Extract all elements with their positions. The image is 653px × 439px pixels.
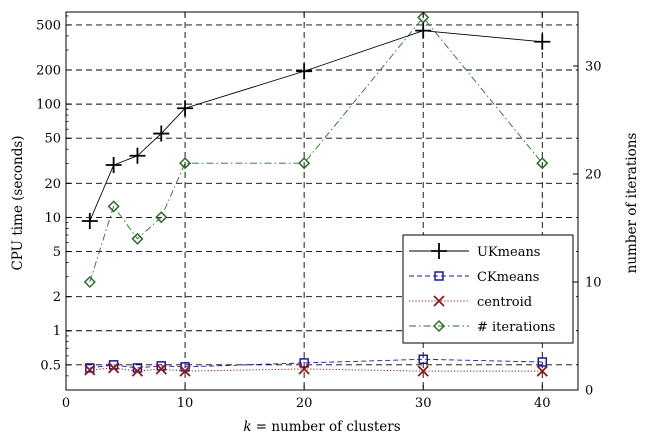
- point-centroid-7: [536, 365, 548, 377]
- y-tick-label: 100: [36, 98, 61, 113]
- point-ukmeans-6: [415, 22, 432, 39]
- point-iterations-5: [298, 157, 311, 170]
- point-iterations-7: [536, 157, 549, 170]
- y2-tick-label: 0: [585, 384, 593, 399]
- series-ukmeans: [81, 22, 551, 230]
- y-tick-label: 0.5: [40, 358, 61, 373]
- point-ukmeans-1: [105, 157, 122, 174]
- y2-tick-label: 20: [585, 168, 602, 183]
- point-centroid-0: [84, 364, 96, 376]
- legend-box: [402, 234, 574, 344]
- plot-frame: [65, 11, 579, 391]
- x-tick-label: 10: [177, 396, 194, 411]
- point-ckmeans-6: [418, 354, 428, 365]
- legend: UKmeans CKmeans centroid # iterations: [402, 234, 574, 344]
- point-iterations-2: [131, 232, 144, 245]
- legend-label-centroid: centroid: [477, 295, 532, 310]
- point-ckmeans-0: [85, 363, 95, 373]
- legend-label-iterations: # iterations: [477, 320, 555, 335]
- y-tick-label: 5: [53, 245, 61, 260]
- y-axis-left-title: CPU time (seconds): [10, 135, 26, 270]
- y-tick-label: 50: [44, 132, 61, 147]
- point-iterations-3: [155, 211, 168, 224]
- x-axis: 0 10 20 30 40: [62, 12, 551, 411]
- y-axis-left: 0.5 1 2 5 10 20 50 100 200 500: [36, 15, 71, 391]
- series-layer: [81, 11, 551, 377]
- point-iterations-6: [417, 11, 430, 24]
- point-ckmeans-7: [537, 357, 548, 367]
- point-ckmeans-5: [299, 358, 309, 368]
- legend-marker-centroid: [433, 295, 445, 307]
- point-centroid-3: [155, 363, 167, 375]
- x-tick-label: 0: [62, 396, 70, 411]
- y-tick-label: 500: [36, 18, 61, 33]
- point-ukmeans-7: [534, 33, 551, 50]
- series-line-ukmeans: [89, 30, 543, 222]
- y-axis-right-title: number of iterations: [624, 133, 640, 274]
- y-tick-label: 10: [44, 211, 61, 226]
- y-tick-label: 20: [44, 177, 61, 192]
- legend-label-ukmeans: UKmeans: [477, 245, 540, 260]
- series-line-centroid: [89, 367, 543, 372]
- legend-marker-ukmeans: [431, 243, 447, 259]
- point-ukmeans-5: [296, 63, 313, 80]
- point-ukmeans-4: [177, 100, 194, 117]
- x-axis-title-variable: k: [243, 419, 251, 435]
- x-tick-label: 20: [296, 396, 313, 411]
- point-ukmeans-3: [153, 125, 170, 142]
- grid: [66, 12, 578, 390]
- legend-marker-iterations: [432, 319, 446, 333]
- series-iterations: [83, 11, 549, 289]
- point-ukmeans-0: [81, 213, 98, 230]
- x-tick-label: 30: [415, 396, 432, 411]
- point-iterations-1: [107, 200, 120, 213]
- y-axis-right: 0 10 20 30: [573, 60, 602, 399]
- point-centroid-1: [107, 362, 120, 374]
- legend-label-ckmeans: CKmeans: [477, 270, 539, 285]
- point-centroid-6: [417, 365, 429, 377]
- point-centroid-4: [179, 365, 191, 377]
- point-iterations-0: [83, 275, 96, 289]
- y2-tick-label: 30: [585, 60, 602, 75]
- point-ukmeans-2: [129, 147, 146, 164]
- x-axis-title: k = number of clusters: [243, 419, 400, 435]
- y2-tick-label: 10: [585, 276, 602, 291]
- y-tick-label: 2: [53, 290, 61, 305]
- x-axis-title-rest: = number of clusters: [256, 419, 401, 435]
- point-centroid-5: [298, 363, 310, 375]
- point-centroid-2: [131, 365, 144, 377]
- x-tick-label: 40: [534, 396, 551, 411]
- series-centroid: [84, 362, 548, 377]
- series-ckmeans: [85, 354, 548, 373]
- y-tick-label: 200: [36, 64, 61, 79]
- legend-marker-ckmeans: [434, 271, 444, 281]
- y-tick-label: 1: [53, 324, 61, 339]
- point-iterations-4: [179, 157, 192, 170]
